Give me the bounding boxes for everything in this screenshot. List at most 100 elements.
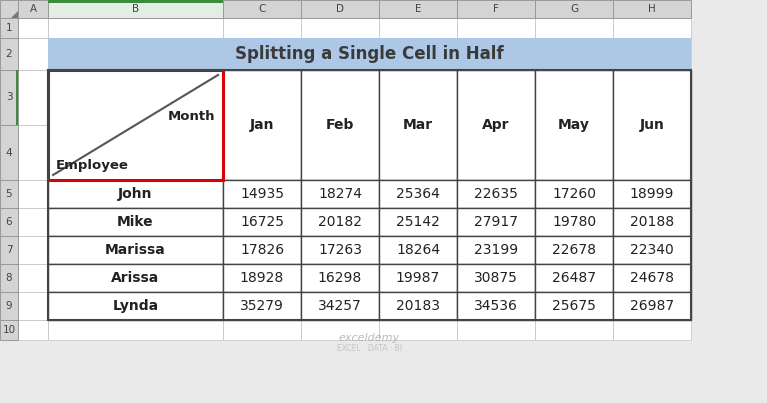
Bar — [379, 292, 457, 320]
Bar — [379, 320, 457, 340]
Bar — [535, 38, 613, 70]
Bar — [301, 292, 379, 320]
Bar — [48, 70, 223, 125]
Bar — [535, 236, 613, 264]
Bar — [613, 70, 691, 180]
Text: Mar: Mar — [403, 118, 433, 132]
Text: 25675: 25675 — [552, 299, 596, 313]
Text: Feb: Feb — [326, 118, 354, 132]
Text: B: B — [132, 4, 139, 14]
Bar — [223, 0, 301, 18]
Bar — [223, 264, 301, 292]
Text: 24678: 24678 — [630, 271, 674, 285]
Bar — [457, 264, 535, 292]
Bar — [48, 70, 223, 180]
Bar — [48, 125, 223, 180]
Bar — [535, 264, 613, 292]
Text: 20182: 20182 — [318, 215, 362, 229]
Bar — [0, 208, 18, 236]
Bar — [457, 180, 535, 208]
Bar — [457, 70, 535, 125]
Bar — [457, 208, 535, 236]
Bar — [301, 264, 379, 292]
Bar — [48, 264, 223, 292]
Text: 20183: 20183 — [396, 299, 440, 313]
Bar — [613, 38, 691, 70]
Bar — [48, 292, 223, 320]
Text: 23199: 23199 — [474, 243, 518, 257]
Text: 1: 1 — [5, 23, 12, 33]
Bar — [457, 292, 535, 320]
Bar — [613, 320, 691, 340]
Bar — [301, 38, 379, 70]
Text: Lynda: Lynda — [113, 299, 159, 313]
Text: 22635: 22635 — [474, 187, 518, 201]
Bar — [18, 320, 48, 340]
Bar — [613, 264, 691, 292]
Text: 7: 7 — [5, 245, 12, 255]
Bar — [301, 125, 379, 180]
Text: C: C — [258, 4, 265, 14]
Bar — [48, 264, 223, 292]
Text: Jan: Jan — [250, 118, 275, 132]
Bar — [457, 38, 535, 70]
Text: 8: 8 — [5, 273, 12, 283]
Bar — [535, 292, 613, 320]
Text: 22340: 22340 — [630, 243, 674, 257]
Text: 18999: 18999 — [630, 187, 674, 201]
Bar — [613, 236, 691, 264]
Bar — [535, 236, 613, 264]
Bar — [223, 70, 301, 180]
Bar — [0, 320, 18, 340]
Bar — [223, 180, 301, 208]
Bar — [379, 180, 457, 208]
Text: May: May — [558, 118, 590, 132]
Bar — [18, 264, 48, 292]
Bar — [613, 180, 691, 208]
Bar — [301, 236, 379, 264]
Bar — [223, 208, 301, 236]
Text: 6: 6 — [5, 217, 12, 227]
Bar — [613, 180, 691, 208]
Bar — [379, 236, 457, 264]
Bar — [457, 208, 535, 236]
Text: 17826: 17826 — [240, 243, 284, 257]
Bar — [48, 292, 223, 320]
Text: 34536: 34536 — [474, 299, 518, 313]
Bar — [18, 180, 48, 208]
Text: 20188: 20188 — [630, 215, 674, 229]
Bar — [613, 18, 691, 38]
Text: A: A — [29, 4, 37, 14]
Text: Mike: Mike — [117, 215, 154, 229]
Bar — [613, 264, 691, 292]
Bar — [535, 208, 613, 236]
Text: 18264: 18264 — [396, 243, 440, 257]
Text: 26487: 26487 — [552, 271, 596, 285]
Text: E: E — [415, 4, 421, 14]
Bar — [0, 292, 18, 320]
Text: 26987: 26987 — [630, 299, 674, 313]
Bar — [18, 70, 48, 125]
Bar — [301, 70, 379, 180]
Bar — [48, 0, 223, 18]
Text: Arissa: Arissa — [111, 271, 160, 285]
Text: 27917: 27917 — [474, 215, 518, 229]
Bar — [48, 180, 223, 208]
Bar — [379, 236, 457, 264]
Bar — [0, 264, 18, 292]
Bar — [48, 208, 223, 236]
Bar — [18, 0, 48, 18]
Bar — [18, 208, 48, 236]
Bar — [379, 0, 457, 18]
Text: 22678: 22678 — [552, 243, 596, 257]
Text: exceldemy: exceldemy — [339, 333, 400, 343]
Bar — [301, 180, 379, 208]
Text: 14935: 14935 — [240, 187, 284, 201]
Bar — [48, 320, 223, 340]
Text: 25364: 25364 — [396, 187, 440, 201]
Text: Marissa: Marissa — [105, 243, 166, 257]
Bar — [535, 18, 613, 38]
Bar — [48, 70, 691, 320]
Text: 4: 4 — [5, 147, 12, 158]
Text: 16725: 16725 — [240, 215, 284, 229]
